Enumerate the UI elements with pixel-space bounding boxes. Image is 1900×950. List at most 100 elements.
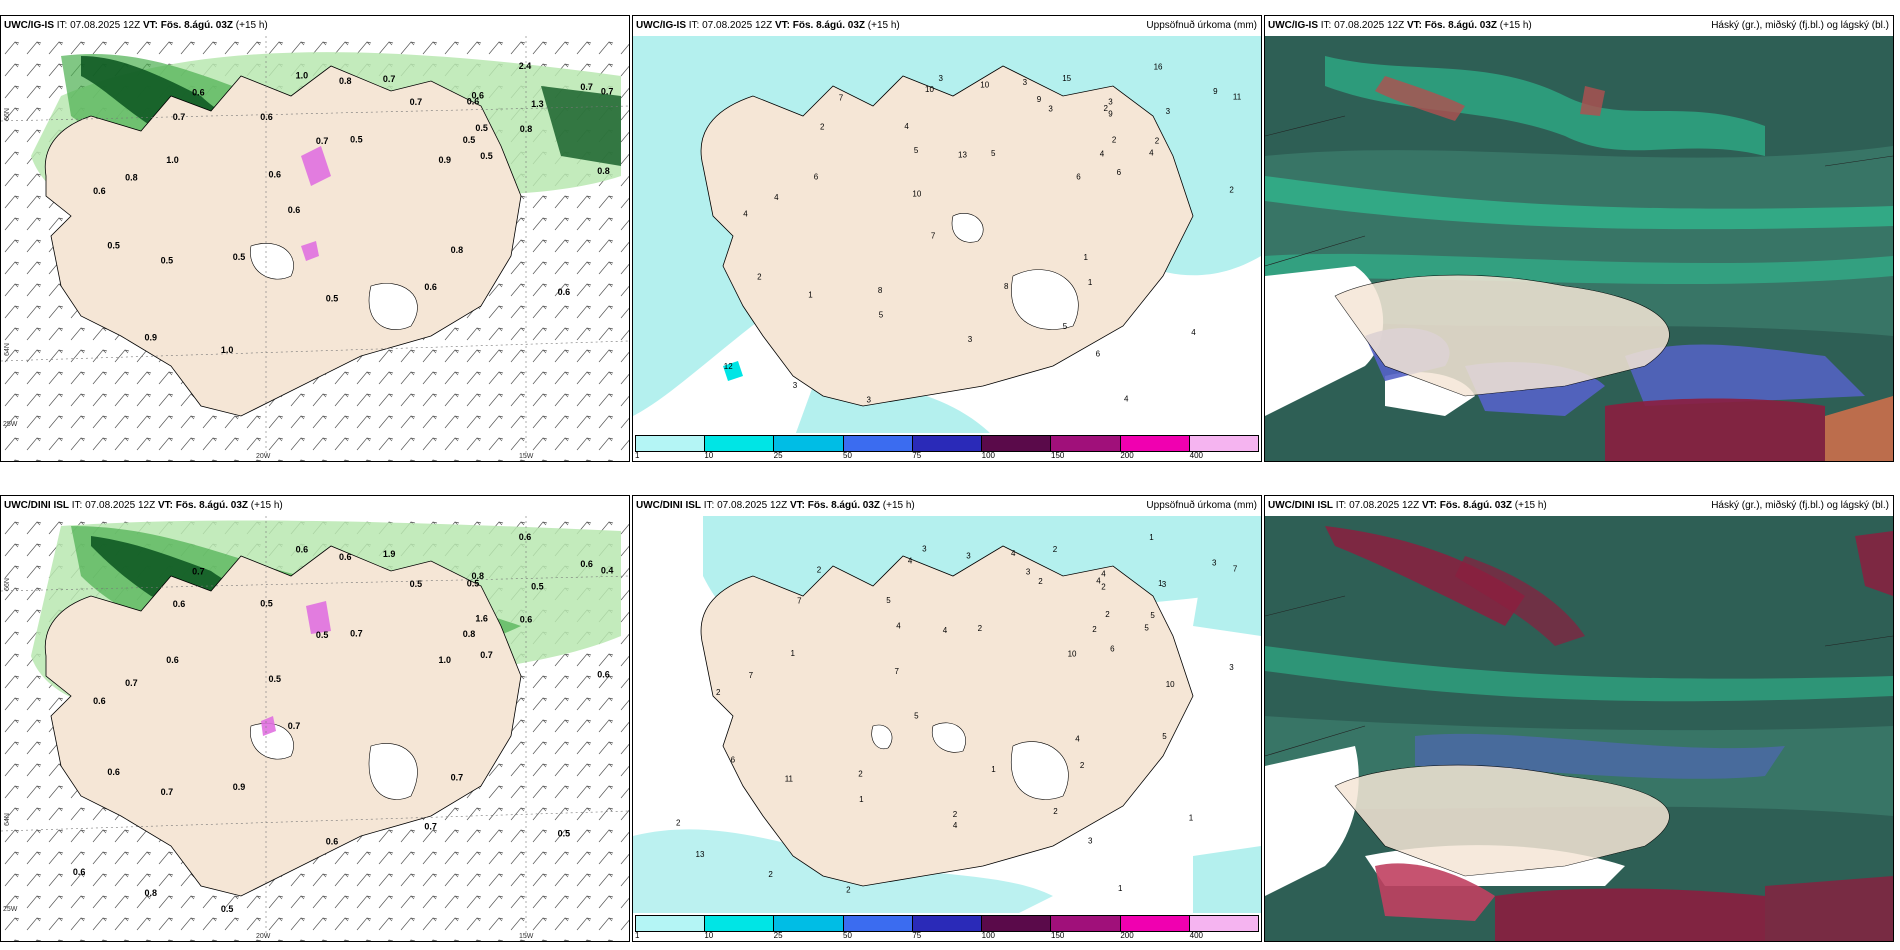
map-area[interactable]: 0.5 0.5 0.5 1.0 0.6 0.6 1.3 0.9 0.7 0.6 0.5 0.9 0.8 0… — [1, 36, 629, 461]
lead-time: (+15 h) — [1514, 500, 1547, 511]
vt-value: Fös. 8.ágú. 03Z — [807, 500, 880, 511]
precip-value: 3 — [1229, 663, 1234, 672]
precip-value: 0.8 — [125, 173, 138, 183]
precip-value: 2 — [846, 885, 851, 894]
panel-header: UWC/IG-IS IT: 07.08.2025 12Z VT: Fös. 8.… — [1, 16, 629, 36]
precip-value: 2 — [716, 688, 721, 697]
precip-value: 1 — [1118, 884, 1123, 893]
colorbar-tick-label: 400 — [1189, 931, 1204, 940]
panel-header: UWC/DINI ISL IT: 07.08.2025 12Z VT: Fös.… — [1, 496, 629, 516]
colorbar-swatch — [982, 436, 1052, 451]
precip-value: 0.6 — [467, 96, 480, 106]
map-area[interactable] — [1265, 516, 1893, 941]
precip-value: 5 — [914, 146, 919, 155]
map-area[interactable]: 0.6 0.6 0.7 0.6 0.7 0.5 0.5 0.8 0.4 0.5 0.9 1.0 0.7 0… — [1, 516, 629, 941]
colorbar-swatch — [774, 436, 844, 451]
precip-value: 3 — [939, 74, 944, 83]
precip-value: 2 — [1053, 807, 1058, 816]
colorbar-tick-label: 10 — [704, 931, 714, 940]
colorbar-swatch — [1120, 916, 1190, 931]
precip-value: 5 — [1150, 611, 1155, 620]
precip-value: 0.6 — [269, 169, 282, 179]
precip-value: 3 — [1088, 837, 1093, 846]
precip-value: 0.6 — [107, 767, 120, 777]
precip-value: 0.5 — [161, 256, 174, 266]
precip-value: 9 — [1037, 95, 1042, 104]
precip-value: 2 — [858, 770, 863, 779]
precip-value: 0.8 — [145, 888, 158, 898]
precip-value: 3 — [968, 335, 973, 344]
precip-value: 0.8 — [339, 76, 352, 86]
precip-value: 0.5 — [326, 293, 339, 303]
model-name: UWC/DINI ISL — [1268, 500, 1333, 511]
colorbar: 1 10 25 50 75 100 150 200 400 — [633, 913, 1261, 941]
panel-header: UWC/DINI ISL IT: 07.08.2025 12Z VT: Fös.… — [1265, 496, 1893, 516]
vt-label: VT: — [157, 500, 173, 511]
precip-value: 4 — [743, 209, 748, 218]
map-area[interactable]: 2 3 5 6 5 4 3 3 11 10 8 6 4 13 2 7 9 3 3 4 6 2 1 2 4 3 3 1 2 2 4 16 10 3 7… — [633, 36, 1261, 461]
precip-value: 0.5 — [531, 582, 544, 592]
vt-label: VT: — [1406, 20, 1422, 31]
precip-value: 4 — [1124, 394, 1129, 403]
colorbar-tick-label: 150 — [1051, 931, 1065, 940]
lead-time: (+15 h) — [882, 500, 915, 511]
map-area[interactable]: 6 4 2 1 2 5 3 2 7 7 2 10 7 4 5 5 3 4 4 2 6 3 11 7 1 2 3 2 4 2 2 1 3 2 2 13 2… — [633, 516, 1261, 941]
precip-value: 5 — [1162, 732, 1167, 741]
precip-value: 7 — [895, 667, 900, 676]
lat-label-64n: 64N — [3, 813, 11, 826]
precip-value: 0.6 — [73, 867, 86, 877]
precip-value: 0.6 — [260, 112, 273, 122]
precip-value: 0.5 — [467, 578, 480, 588]
it-label: IT: — [56, 20, 68, 31]
precip-value: 1 — [1088, 278, 1093, 287]
colorbar-tick-label: 25 — [773, 451, 783, 460]
colorbar-tick-label: 200 — [1120, 931, 1134, 940]
precip-value: 3 — [1026, 567, 1031, 576]
colorbar-tick-label: 75 — [912, 451, 922, 460]
precip-value: 3 — [1048, 104, 1053, 113]
precip-value: 0.8 — [520, 124, 533, 134]
precip-value: 2 — [1053, 545, 1058, 554]
lat-label-64n: 64N — [3, 343, 11, 356]
vt-value: Fös. 8.ágú. 03Z — [160, 20, 233, 31]
precip-value: 7 — [1233, 564, 1238, 573]
precip-value: 0.5 — [260, 599, 273, 609]
precip-value: 0.9 — [145, 333, 158, 343]
precip-value: 3 — [1023, 78, 1028, 87]
precip-value: 3 — [922, 545, 927, 554]
panel-header: UWC/IG-IS IT: 07.08.2025 12Z VT: Fös. 8.… — [1265, 16, 1893, 36]
precip-value: 0.7 — [192, 567, 205, 577]
map-area[interactable] — [1265, 36, 1893, 461]
lon-label-15w: 15W — [519, 933, 534, 940]
precip-value: 0.6 — [288, 205, 301, 215]
precip-value: 0.5 — [269, 674, 282, 684]
vt-label: VT: — [774, 20, 790, 31]
precip-value: 2 — [1092, 625, 1097, 634]
precip-value: 1.0 — [166, 155, 179, 165]
precip-value: 3 — [1166, 107, 1171, 116]
precip-value: 5 — [1144, 624, 1149, 633]
colorbar-tick-label: 10 — [704, 451, 714, 460]
it-value: 07.08.2025 12Z — [1334, 20, 1405, 31]
lat-label-66n: 66N — [3, 108, 11, 121]
panel-dini-clouds: UWC/DINI ISL IT: 07.08.2025 12Z VT: Fös.… — [1264, 495, 1894, 942]
precip-value: 0.6 — [93, 186, 106, 196]
precip-value: 0.8 — [597, 166, 610, 176]
precip-value: 6 — [731, 755, 736, 764]
precip-value: 7 — [749, 671, 754, 680]
precip-value: 0.7 — [316, 136, 329, 146]
precip-value: 4 — [908, 557, 913, 566]
precip-value: 9 — [1108, 110, 1113, 119]
precip-value: 0.7 — [125, 678, 138, 688]
colorbar-swatch — [843, 916, 913, 931]
precip-value: 12 — [724, 362, 733, 371]
precip-value: 1 — [1149, 533, 1154, 542]
colorbar-swatch — [636, 436, 706, 451]
precip-value: 1 — [1084, 253, 1089, 262]
colorbar-tick-label: 50 — [843, 931, 852, 940]
precip-value: 0.8 — [472, 571, 485, 581]
precip-value: 0.7 — [480, 650, 493, 660]
precip-value: 0.8 — [463, 629, 476, 639]
panel-title: Háský (gr.), miðský (fj.bl.) og lágský (… — [1711, 20, 1889, 31]
precip-value: 2 — [1229, 186, 1234, 195]
